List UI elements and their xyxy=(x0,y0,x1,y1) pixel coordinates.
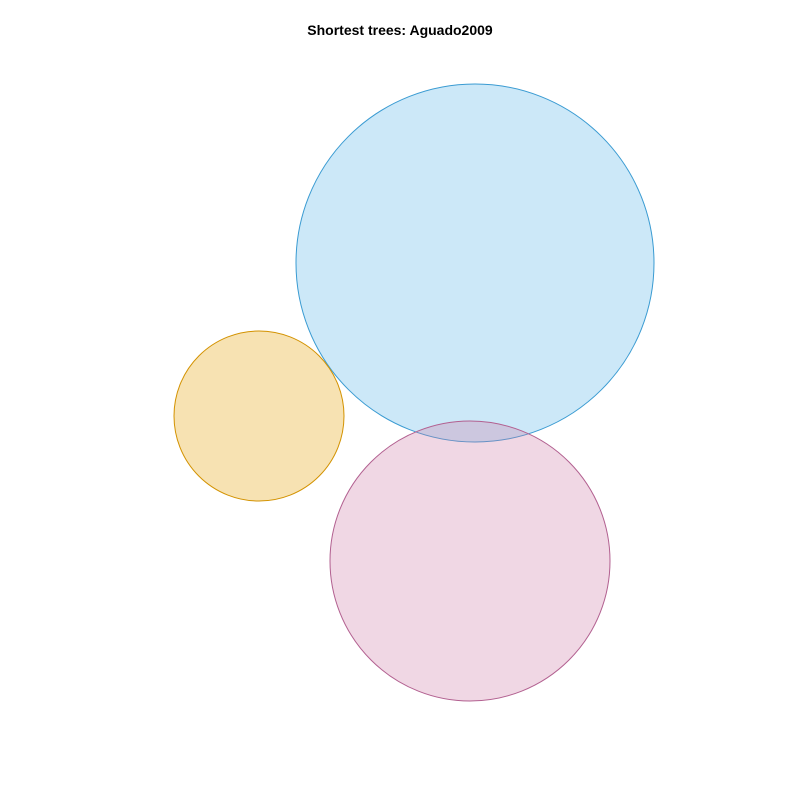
set-circle-pink xyxy=(329,420,611,702)
chart-title: Shortest trees: Aguado2009 xyxy=(307,22,493,38)
set-circle-orange xyxy=(173,330,345,502)
set-circle-blue xyxy=(295,83,655,443)
